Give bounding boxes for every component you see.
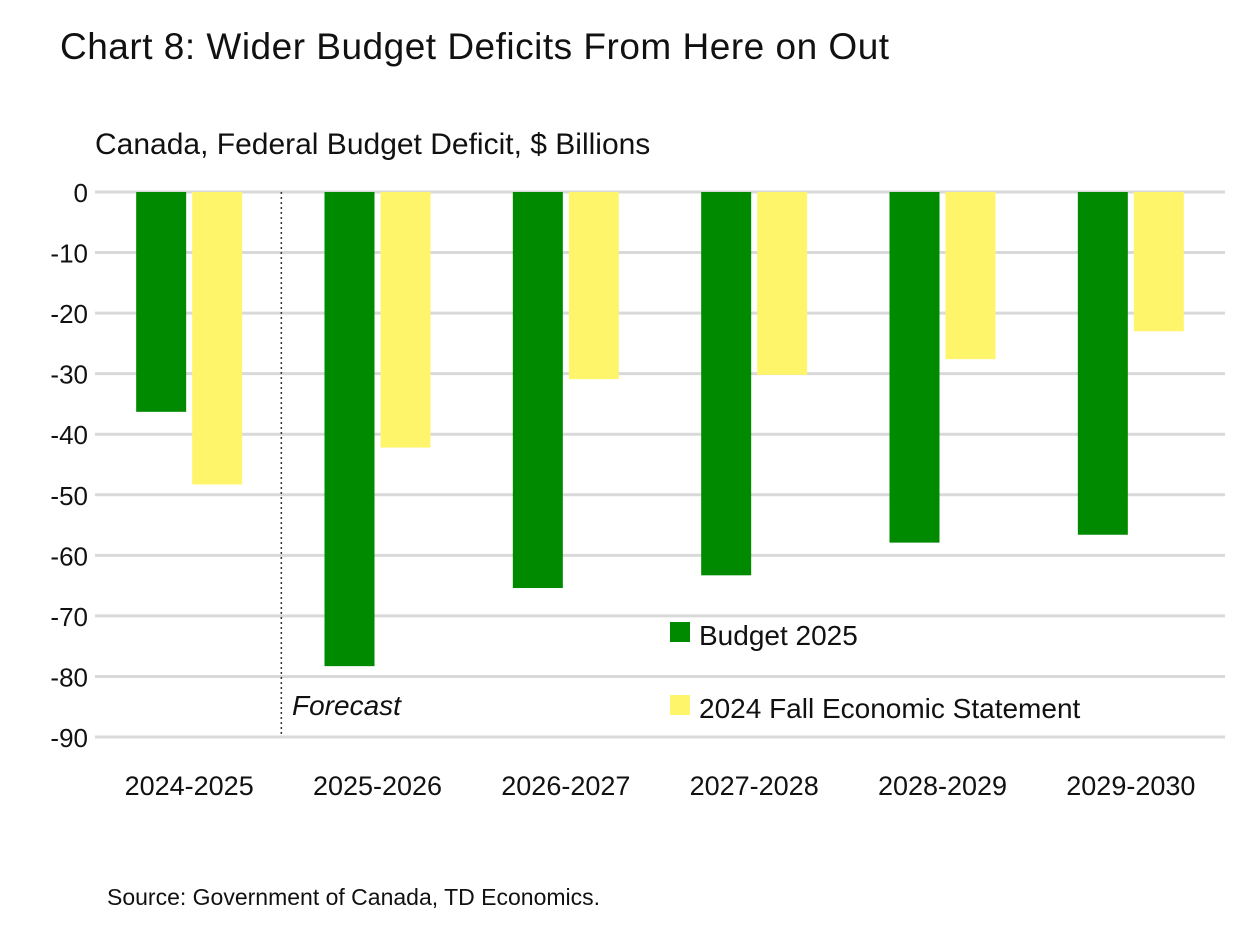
bar-fes-2024: [568, 192, 619, 380]
y-tick-label: -50: [50, 481, 88, 511]
legend-swatch: [670, 695, 690, 715]
bar-fes-2024: [380, 192, 431, 448]
y-tick-label: -10: [50, 239, 88, 269]
x-tick-label: 2025-2026: [313, 771, 442, 801]
bar-fes-2024: [1133, 192, 1184, 332]
y-tick-label: -90: [50, 723, 88, 753]
bar-budget-2025: [889, 192, 940, 543]
legend-label: 2024 Fall Economic Statement: [699, 693, 1081, 724]
bar-budget-2025: [701, 192, 752, 576]
x-tick-label: 2024-2025: [125, 771, 254, 801]
chart-title: Chart 8: Wider Budget Deficits From Here…: [60, 26, 890, 67]
x-tick-label: 2029-2030: [1066, 771, 1195, 801]
bar-fes-2024: [192, 192, 243, 485]
legend-label: Budget 2025: [699, 620, 858, 651]
y-tick-label: -20: [50, 299, 88, 329]
legend-swatch: [670, 622, 690, 642]
bar-fes-2024: [945, 192, 996, 360]
y-tick-label: -40: [50, 420, 88, 450]
bar-budget-2025: [512, 192, 563, 589]
bar-fes-2024: [757, 192, 808, 375]
y-tick-label: -70: [50, 602, 88, 632]
bar-budget-2025: [136, 192, 187, 412]
y-tick-label: -60: [50, 541, 88, 571]
chart-subtitle: Canada, Federal Budget Deficit, $ Billio…: [95, 128, 651, 161]
x-tick-label: 2026-2027: [501, 771, 630, 801]
source-note: Source: Government of Canada, TD Economi…: [107, 884, 601, 910]
y-tick-label: -80: [50, 662, 88, 692]
x-tick-label: 2028-2029: [878, 771, 1007, 801]
bar-budget-2025: [324, 192, 375, 667]
y-tick-label: 0: [74, 178, 88, 208]
x-tick-label: 2027-2028: [690, 771, 819, 801]
forecast-label: Forecast: [292, 690, 402, 721]
bar-budget-2025: [1077, 192, 1128, 535]
y-tick-label: -30: [50, 360, 88, 390]
